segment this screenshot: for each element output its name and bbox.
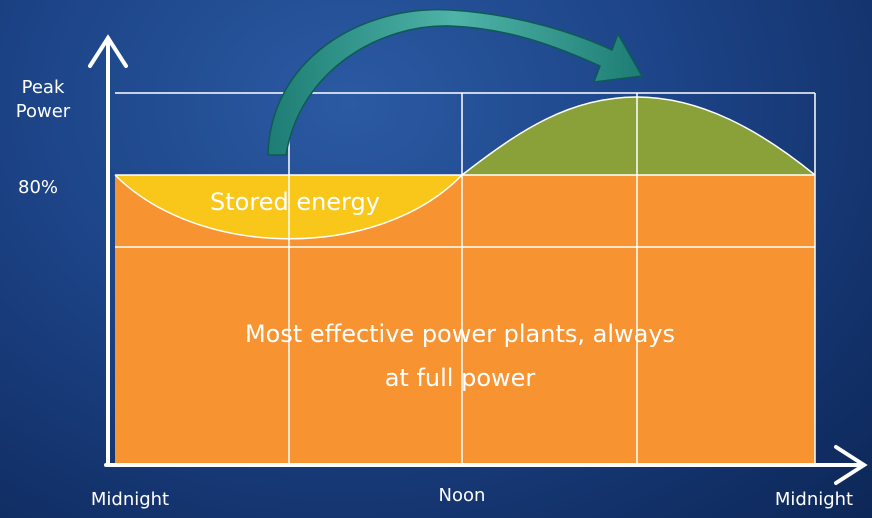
stored-label: Stored energy (210, 188, 380, 216)
y-axis-label: Peak Power (15, 77, 71, 122)
load-curve (114, 96, 816, 240)
grid (115, 92, 816, 463)
x-label: Midnight (774, 489, 854, 510)
peak-region (462, 97, 815, 175)
x-label: Midnight (90, 489, 170, 510)
shift-arrow (267, 8, 644, 156)
axes (88, 34, 868, 485)
x-label: Noon (438, 485, 486, 506)
y-mark: 80% (18, 177, 59, 198)
base-label: Most effective power plants, always at f… (244, 320, 676, 392)
